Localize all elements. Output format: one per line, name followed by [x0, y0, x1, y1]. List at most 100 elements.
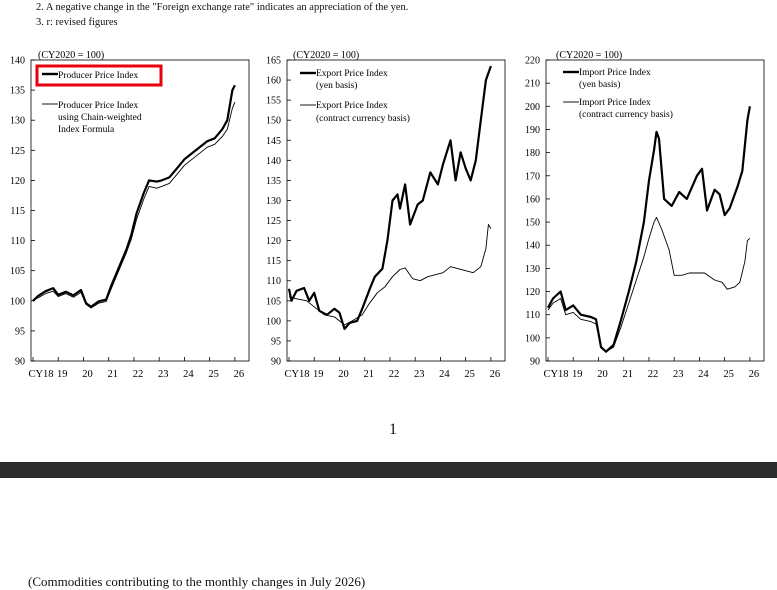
y-tick-label: 140 [266, 156, 281, 167]
unit-label: (CY2020 = 100) [556, 50, 622, 61]
y-tick-label: 210 [525, 79, 540, 90]
y-tick-label: 105 [10, 266, 25, 277]
y-tick-label: 95 [271, 336, 281, 347]
y-tick-label: 170 [525, 171, 540, 182]
unit-label: (CY2020 = 100) [38, 50, 104, 61]
x-tick-label: 25 [723, 369, 734, 380]
legend: Export Price Index (yen basis) Export Pr… [300, 69, 410, 124]
x-tick-label: 19 [57, 369, 68, 380]
legend-label: Export Price Index (contract currency ba… [316, 101, 410, 124]
chart-import: 90 100 110 120 130 140 150 160 170 180 190 200 210 22… [516, 44, 776, 394]
series-line-1 [547, 106, 751, 353]
y-tick-label: 130 [266, 196, 281, 207]
legend: Import Price Index (yen basis) Import Pr… [563, 68, 673, 120]
x-tick-label: CY18 [284, 369, 309, 380]
notes: 2. A negative change in the "Foreign exc… [36, 0, 776, 30]
y-tick-label: 200 [525, 102, 540, 113]
y-tick-label: 140 [525, 241, 540, 252]
next-section-heading: (Commodities contributing to the monthly… [28, 574, 366, 589]
y-tick-label: 115 [10, 206, 25, 217]
y-tick-label: 150 [266, 116, 281, 127]
y-tick-label: 120 [266, 236, 281, 247]
series-line-2 [288, 224, 492, 326]
x-tick-label: 26 [490, 369, 501, 380]
chart-import-svg: 90 100 110 120 130 140 150 160 170 180 190 200 210 22… [525, 50, 765, 380]
x-tick-label: 26 [234, 369, 245, 380]
y-tick-label: 130 [10, 116, 25, 127]
plot-frame [545, 59, 765, 362]
legend-label: Producer Price Index using Chain-weighte… [58, 101, 144, 135]
plot-frame [30, 59, 250, 362]
y-tick-label: 125 [10, 146, 25, 157]
y-tick-label: 110 [266, 276, 281, 287]
legend: Producer Price Index Producer Price Inde… [42, 71, 144, 135]
y-tick-label: 165 [266, 56, 281, 67]
x-tick-label: 20 [338, 369, 349, 380]
legend-label: Export Price Index (yen basis) [316, 69, 390, 91]
y-tick-label: 125 [266, 216, 281, 227]
y-tick-label: 100 [10, 296, 25, 307]
y-tick-label: 100 [266, 316, 281, 327]
chart-ppi-svg: 90 95 100 105 110 115 120 125 130 135 140 CY18 19 20… [10, 50, 250, 380]
y-tick-label: 100 [525, 333, 540, 344]
x-tick-label: 25 [464, 369, 475, 380]
x-tick-label: 24 [439, 369, 450, 380]
x-tick-label: 20 [597, 369, 608, 380]
x-tick-label: 22 [133, 369, 144, 380]
x-tick-label: 24 [698, 369, 709, 380]
y-tick-label: 180 [525, 148, 540, 159]
legend-label: Import Price Index (yen basis) [579, 68, 653, 90]
x-tick-label: CY18 [28, 369, 53, 380]
x-tick-label: 23 [414, 369, 425, 380]
x-tick-label: 26 [749, 369, 760, 380]
y-tick-label: 115 [266, 256, 281, 267]
legend-label: Import Price Index (contract currency ba… [579, 98, 673, 120]
x-tick-label: 21 [107, 369, 118, 380]
x-tick-label: 23 [673, 369, 684, 380]
y-tick-label: 110 [10, 236, 25, 247]
unit-label: (CY2020 = 100) [293, 50, 359, 61]
x-tick-label: CY18 [543, 369, 568, 380]
y-tick-label: 140 [10, 56, 25, 67]
y-tick-label: 90 [271, 357, 281, 368]
y-tick-label: 160 [525, 194, 540, 205]
y-tick-label: 130 [525, 264, 540, 275]
y-tick-label: 155 [266, 96, 281, 107]
y-tick-label: 135 [10, 86, 25, 97]
plot-frame [286, 59, 506, 362]
x-tick-label: 19 [572, 369, 583, 380]
x-tick-label: 21 [622, 369, 633, 380]
y-tick-label: 190 [525, 125, 540, 136]
x-tick-label: 21 [363, 369, 374, 380]
y-tick-label: 135 [266, 176, 281, 187]
x-tick-label: 20 [82, 369, 93, 380]
y-tick-label: 150 [525, 218, 540, 229]
y-tick-label: 220 [525, 56, 540, 67]
y-tick-label: 120 [10, 176, 25, 187]
y-tick-label: 110 [525, 310, 540, 321]
series-line-2 [32, 101, 236, 309]
y-tick-label: 90 [15, 357, 25, 368]
chart-export: 90 95 100 105 110 115 120 125 130 135 140 145 150 155… [258, 44, 518, 394]
y-tick-label: 105 [266, 296, 281, 307]
y-tick-label: 120 [525, 287, 540, 298]
x-tick-label: 22 [648, 369, 659, 380]
y-tick-label: 95 [15, 326, 25, 337]
chart-ppi: 90 95 100 105 110 115 120 125 130 135 140 CY18 19 20… [0, 44, 260, 394]
note-2: 2. A negative change in the "Foreign exc… [36, 2, 409, 13]
x-tick-label: 19 [313, 369, 324, 380]
x-tick-label: 23 [158, 369, 169, 380]
page-divider [0, 462, 777, 478]
page-number: 1 [389, 421, 397, 438]
highlight-box [35, 64, 163, 87]
legend-label: Producer Price Index [58, 71, 138, 81]
y-tick-label: 90 [530, 357, 540, 368]
series-line-1 [32, 84, 236, 308]
note-3: 3. r: revised figures [36, 17, 118, 28]
x-tick-label: 25 [208, 369, 219, 380]
y-tick-label: 160 [266, 76, 281, 87]
chart-export-svg: 90 95 100 105 110 115 120 125 130 135 140 145 150 155… [266, 50, 506, 380]
x-tick-label: 22 [389, 369, 400, 380]
x-tick-label: 24 [183, 369, 194, 380]
series-line-2 [547, 216, 751, 353]
